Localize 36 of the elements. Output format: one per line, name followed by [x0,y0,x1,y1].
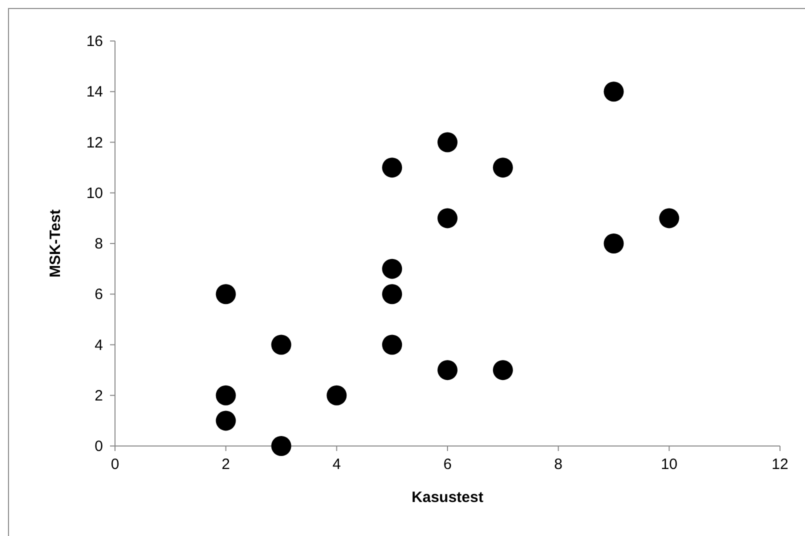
point [438,360,458,380]
y-tick-label: 12 [86,134,103,152]
y-tick-label: 10 [86,184,103,202]
point [492,360,513,380]
point [271,334,292,355]
x-tick-label: 6 [443,456,452,473]
point [438,208,458,228]
x-axis-title: Kasustest [412,489,484,506]
y-tick-label: 8 [94,236,103,252]
y-tick-label: 0 [94,438,103,455]
point [216,284,236,304]
point [382,284,402,304]
point [382,334,402,355]
x-tick-label: 12 [772,456,788,473]
point [659,208,680,228]
point [216,410,236,431]
point [216,385,236,406]
y-tick-label: 16 [86,33,103,50]
x-tick-label: 2 [222,456,230,473]
y-axis-title: MSK-Test [47,209,64,278]
y-tick-label: 2 [94,387,103,404]
point [492,158,513,178]
point [438,132,458,152]
point [382,158,402,178]
x-tick-label: 8 [554,456,563,473]
x-tick-label: 4 [332,456,341,473]
y-tick-label: 6 [94,286,103,304]
point [604,234,624,254]
x-tick-label: 10 [660,456,678,473]
y-tick-label: 4 [94,336,103,354]
point [382,258,402,279]
point [604,82,624,102]
x-tick-label: 0 [110,456,120,473]
point [271,436,292,456]
y-tick-label: 14 [86,84,103,101]
point [326,385,347,406]
